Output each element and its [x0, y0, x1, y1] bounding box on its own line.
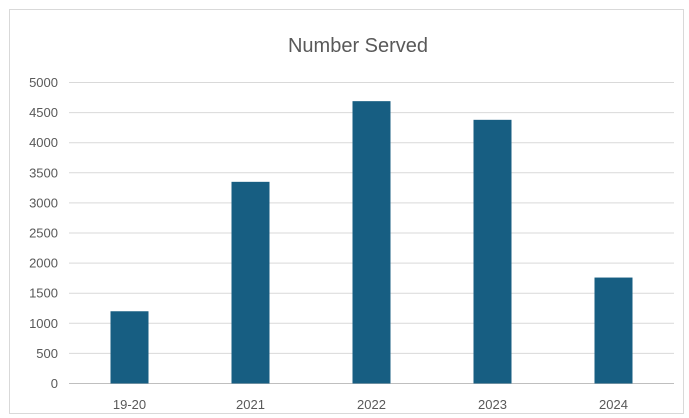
y-tick-label: 2500	[29, 226, 58, 241]
bar-2023	[473, 119, 512, 384]
y-axis-ticks: 0 500 1000 1500 2000 2500 3000 3500 4000 4500 5000	[29, 75, 58, 391]
x-tick-label: 2021	[236, 397, 265, 412]
chart-title: Number Served	[288, 35, 428, 57]
bar-2022	[352, 101, 391, 384]
x-tick-label: 2024	[599, 397, 628, 412]
y-tick-label: 5000	[29, 75, 58, 90]
y-tick-label: 0	[51, 376, 58, 391]
bars	[110, 101, 633, 384]
x-tick-label: 19-20	[113, 397, 146, 412]
y-tick-label: 3000	[29, 195, 58, 210]
y-tick-label: 3500	[29, 165, 58, 180]
bar-2021	[231, 181, 270, 384]
y-tick-label: 500	[36, 346, 58, 361]
bar-2024	[594, 277, 633, 384]
x-tick-label: 2023	[478, 397, 507, 412]
y-tick-label: 4000	[29, 135, 58, 150]
y-tick-label: 1500	[29, 286, 58, 301]
y-tick-label: 4500	[29, 105, 58, 120]
y-tick-label: 2000	[29, 256, 58, 271]
x-axis-ticks: 19-20 2021 2022 2023 2024	[113, 397, 628, 412]
bar-19-20	[110, 311, 149, 384]
y-tick-label: 1000	[29, 316, 58, 331]
x-tick-label: 2022	[357, 397, 386, 412]
